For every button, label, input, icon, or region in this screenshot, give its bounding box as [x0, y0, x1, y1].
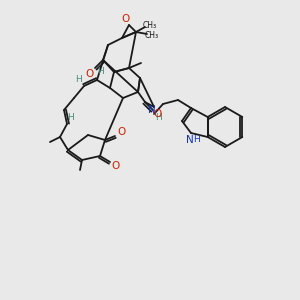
Text: CH₃: CH₃	[145, 32, 159, 40]
Text: O: O	[154, 109, 162, 119]
Text: N: N	[148, 105, 156, 115]
Text: N: N	[186, 135, 194, 145]
Text: H: H	[75, 74, 81, 83]
Text: H: H	[194, 136, 200, 145]
Text: O: O	[117, 127, 125, 137]
Text: O: O	[85, 69, 93, 79]
Text: H: H	[154, 112, 161, 122]
Text: O: O	[112, 161, 120, 171]
Text: CH₃: CH₃	[143, 20, 157, 29]
Text: O: O	[122, 14, 130, 24]
Text: H: H	[68, 112, 74, 122]
Text: H: H	[98, 68, 104, 76]
